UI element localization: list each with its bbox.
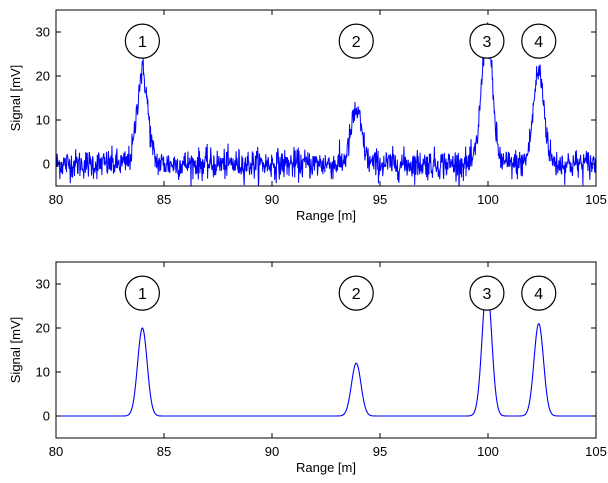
x-tick-label: 80 xyxy=(49,444,63,459)
x-tick-label: 90 xyxy=(265,192,279,207)
x-axis-label: Range [m] xyxy=(296,208,356,223)
x-tick-label: 100 xyxy=(477,192,499,207)
series-line-1 xyxy=(56,22,596,186)
y-tick-label: 30 xyxy=(36,25,50,40)
peak-annotation-2: 2 xyxy=(338,23,374,59)
peak-annotation-1: 1 xyxy=(124,23,160,59)
y-tick-label: 10 xyxy=(36,113,50,128)
chart-panel-1: 80 85 90 95 100 105 0 10 20 30 Range [m] Signal [mV… xyxy=(8,9,607,223)
x-tick-label: 95 xyxy=(373,444,387,459)
peak-label: 2 xyxy=(352,286,361,303)
peak-annotation-4: 4 xyxy=(521,23,557,59)
x-tick-label: 105 xyxy=(585,192,607,207)
y-axis-label: Signal [mV] xyxy=(8,317,23,383)
y-axis-label: Signal [mV] xyxy=(8,65,23,131)
peak-label: 1 xyxy=(138,286,147,303)
peak-annotation-2: 2 xyxy=(338,275,374,311)
series-line-2 xyxy=(56,283,596,417)
x-tick-label: 100 xyxy=(477,444,499,459)
peak-label: 4 xyxy=(534,34,543,51)
peak-label: 2 xyxy=(352,34,361,51)
x-tick-label: 105 xyxy=(585,444,607,459)
peak-annotation-3: 3 xyxy=(469,275,505,311)
x-tick-label: 80 xyxy=(49,192,63,207)
peak-label: 1 xyxy=(138,34,147,51)
y-tick-label: 20 xyxy=(36,69,50,84)
peak-label: 3 xyxy=(482,34,491,51)
x-tick-label: 85 xyxy=(157,444,171,459)
peak-label: 4 xyxy=(534,286,543,303)
axes-box xyxy=(55,9,597,187)
peak-annotation-4: 4 xyxy=(521,275,557,311)
y-tick-label: 30 xyxy=(36,277,50,292)
x-tick-label: 95 xyxy=(373,192,387,207)
peak-label: 3 xyxy=(482,286,491,303)
peak-annotation-3: 3 xyxy=(469,23,505,59)
x-tick-label: 85 xyxy=(157,192,171,207)
y-tick-label: 0 xyxy=(43,157,50,172)
y-tick-label: 20 xyxy=(36,321,50,336)
x-tick-label: 90 xyxy=(265,444,279,459)
chart-panel-2: 80 85 90 95 100 105 0 10 20 30 Range [m] Signal [mV… xyxy=(8,261,607,475)
y-tick-label: 0 xyxy=(43,409,50,424)
y-tick-label: 10 xyxy=(36,365,50,380)
peak-annotation-1: 1 xyxy=(124,275,160,311)
axes-box xyxy=(55,261,597,439)
x-axis-label: Range [m] xyxy=(296,460,356,475)
